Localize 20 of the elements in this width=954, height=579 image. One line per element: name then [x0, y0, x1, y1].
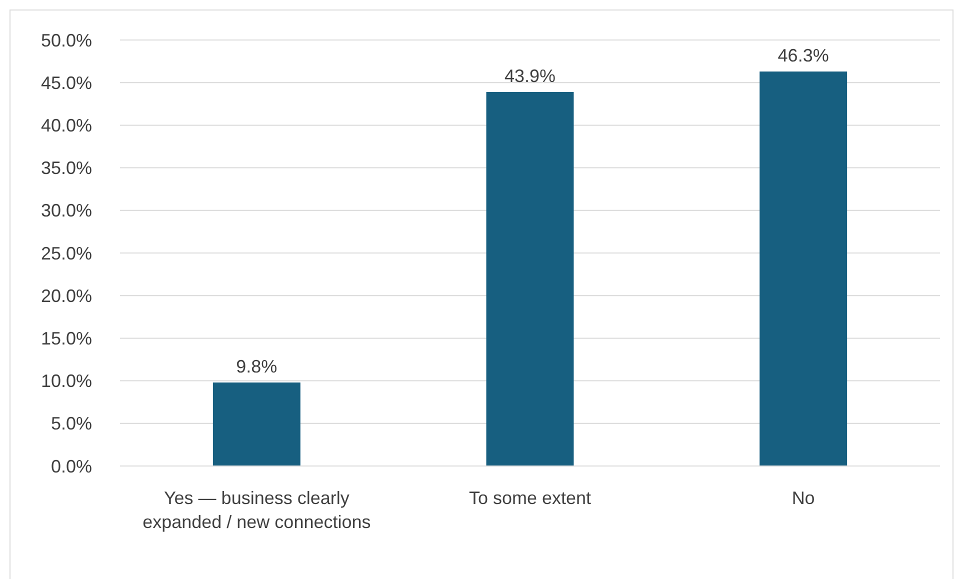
- y-tick-label: 0.0%: [50, 456, 92, 476]
- bar: [760, 72, 848, 466]
- data-label: 43.9%: [504, 66, 556, 86]
- y-tick-label: 50.0%: [40, 30, 92, 50]
- data-label: 9.8%: [236, 356, 278, 377]
- y-tick-label: 5.0%: [50, 414, 92, 434]
- data-label: 46.3%: [778, 46, 829, 66]
- y-tick-label: 40.0%: [40, 116, 92, 136]
- y-tick-label: 30.0%: [40, 200, 92, 221]
- y-tick-label: 20.0%: [40, 286, 92, 306]
- y-tick-label: 35.0%: [40, 158, 92, 178]
- x-tick-label: Yes — business clearly expanded / new connections: [142, 488, 371, 532]
- bar: [486, 92, 574, 466]
- y-tick-label: 25.0%: [40, 243, 92, 264]
- y-tick-label: 45.0%: [40, 72, 92, 93]
- bar: [212, 382, 300, 466]
- y-tick-label: 15.0%: [40, 328, 92, 348]
- y-tick-label: 10.0%: [40, 371, 92, 392]
- x-tick-label: To some extent: [468, 488, 592, 508]
- x-tick-label: No: [792, 488, 815, 508]
